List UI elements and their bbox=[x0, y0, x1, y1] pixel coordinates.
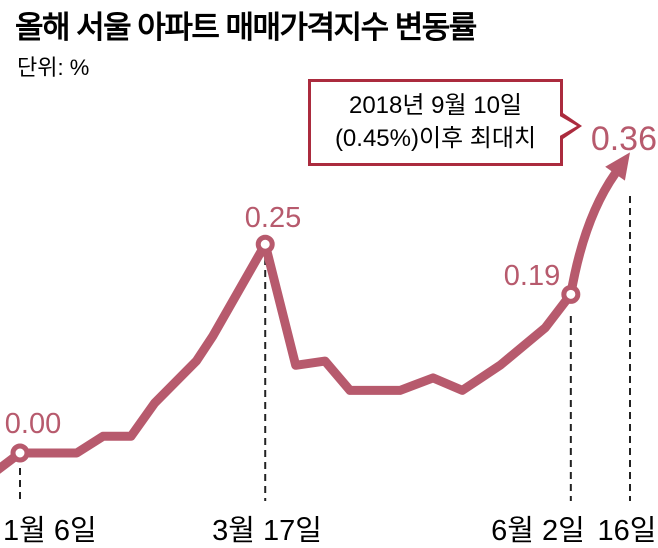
data-point-marker bbox=[255, 234, 275, 254]
axis-label-june: 6월 2일 bbox=[491, 514, 585, 547]
unit-label: 단위: % bbox=[17, 55, 90, 80]
data-point-marker bbox=[10, 443, 30, 463]
callout-tail-inner bbox=[558, 114, 577, 137]
annotation-line2: (0.45%)이후 최대치 bbox=[334, 124, 537, 152]
arrow-shaft bbox=[566, 169, 620, 299]
value-label-june: 0.19 bbox=[504, 260, 560, 292]
value-label-latest: 0.36 bbox=[591, 120, 657, 158]
axis-label-start: 1월 6일 bbox=[3, 514, 97, 547]
price-index-line bbox=[0, 239, 576, 474]
axis-label-peak: 3월 17일 bbox=[212, 514, 322, 547]
line-series bbox=[0, 152, 631, 501]
arrow-head-icon bbox=[605, 152, 630, 181]
data-point-marker bbox=[561, 284, 581, 304]
page-title: 올해 서울 아파트 매매가격지수 변동률 bbox=[15, 10, 477, 45]
annotation-line1: 2018년 9월 10일 bbox=[348, 92, 522, 120]
value-label-peak: 0.25 bbox=[245, 202, 301, 234]
axis-label-latest: 16일 bbox=[598, 515, 657, 547]
annotation-callout: 2018년 9월 10일 (0.45%)이후 최대치 bbox=[308, 79, 582, 166]
value-label-start: 0.00 bbox=[5, 408, 61, 440]
